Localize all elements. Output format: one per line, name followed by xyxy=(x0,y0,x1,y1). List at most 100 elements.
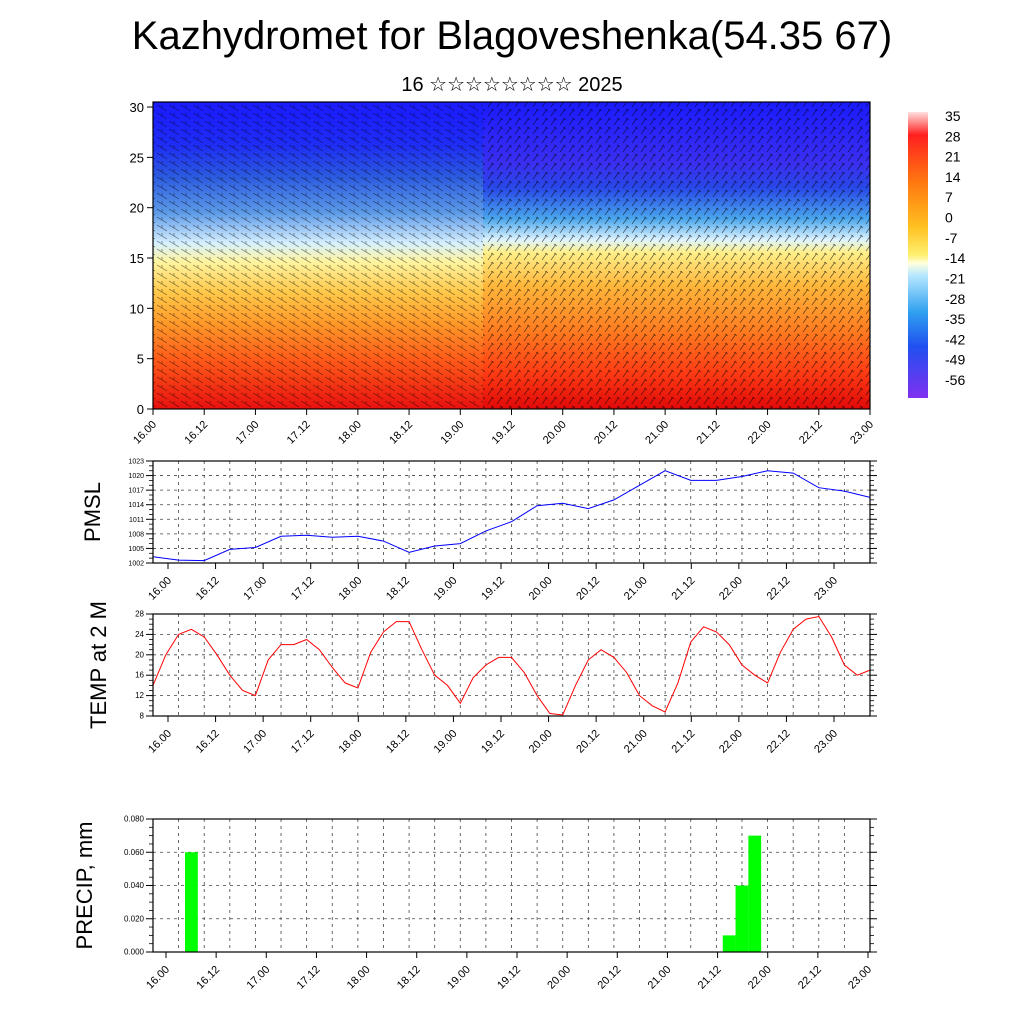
y-axis-label: TEMP at 2 M xyxy=(86,601,111,729)
colorbar xyxy=(908,112,928,398)
colorbar-label: -49 xyxy=(945,352,965,368)
heatmap-x-tick-label: 22.12 xyxy=(797,419,825,447)
x-tick-label: 23.00 xyxy=(846,964,874,992)
x-tick-label: 18.12 xyxy=(395,964,423,992)
x-tick-label: 20.12 xyxy=(574,728,602,756)
chart-title: Kazhydromet for Blagoveshenka(54.35 67) xyxy=(131,14,893,58)
x-tick-label: 21.00 xyxy=(646,964,674,992)
y-tick-label: 28 xyxy=(135,610,144,619)
colorbar-label: 7 xyxy=(945,189,953,205)
x-tick-label: 21.00 xyxy=(622,575,650,603)
y-tick-label: 0.000 xyxy=(124,948,145,957)
heatmap-x-tick-label: 16.12 xyxy=(182,419,210,447)
x-tick-label: 17.12 xyxy=(295,964,323,992)
panel-axes: 8 12 16 20 24 28 16.00 16.12 17.00 17.12 18.00 18.1… xyxy=(135,610,877,756)
x-tick-label: 18.12 xyxy=(384,575,412,603)
panel-grid xyxy=(152,460,871,564)
x-tick-label: 16.12 xyxy=(194,964,222,992)
pmsl-series xyxy=(152,470,871,562)
y-tick-label: 8 xyxy=(140,712,145,721)
x-tick-label: 21.12 xyxy=(696,964,724,992)
x-tick-label: 23.00 xyxy=(812,728,840,756)
temperature-heatmap xyxy=(153,102,870,409)
temp-panel: 8 12 16 20 24 28 16.00 16.12 17.00 17.12 18.00 18.1… xyxy=(86,601,877,756)
colorbar-label: 35 xyxy=(945,108,961,124)
x-tick-label: 21.12 xyxy=(669,728,697,756)
heatmap-x-tick-label: 18.00 xyxy=(336,419,364,447)
y-tick-label: 1011 xyxy=(129,517,144,524)
heatmap-x-tick-label: 16.00 xyxy=(131,419,159,447)
x-tick-label: 22.00 xyxy=(746,964,774,992)
x-tick-label: 22.00 xyxy=(717,575,745,603)
heatmap-y-tick-label: 15 xyxy=(130,251,144,266)
y-tick-label: 1008 xyxy=(128,531,144,538)
panel-axes: 0.000 0.020 0.040 0.060 0.080 16.00 16.12 17.00… xyxy=(124,815,877,992)
x-tick-label: 22.12 xyxy=(796,964,824,992)
x-tick-label: 16.12 xyxy=(194,728,222,756)
panel-axes: 1002 1005 1008 1011 1014 1017 1020 1023 16.00 16.… xyxy=(128,459,877,603)
heatmap-y-tick-label: 0 xyxy=(137,402,144,417)
colorbar-label: -28 xyxy=(945,291,965,307)
heatmap-y-axis: 0 5 10 15 20 25 30 xyxy=(130,100,153,417)
heatmap-x-tick-label: 17.00 xyxy=(234,419,262,447)
x-tick-label: 18.12 xyxy=(384,728,412,756)
y-tick-label: 1023 xyxy=(128,459,144,466)
heatmap-x-tick-label: 19.12 xyxy=(490,419,518,447)
x-tick-label: 22.12 xyxy=(765,575,793,603)
y-tick-label: 1014 xyxy=(128,502,144,509)
y-tick-label: 1020 xyxy=(128,473,144,480)
pmsl-panel: 1002 1005 1008 1011 1014 1017 1020 1023 16.00 16.… xyxy=(80,459,877,603)
y-tick-label: 1005 xyxy=(128,546,144,553)
heatmap-y-tick-label: 10 xyxy=(130,301,144,316)
y-tick-label: 0.020 xyxy=(124,914,145,923)
y-axis-label: PMSL xyxy=(80,482,105,542)
x-tick-label: 16.00 xyxy=(146,728,174,756)
x-tick-label: 19.00 xyxy=(432,575,460,603)
y-axis-label: PRECIP, mm xyxy=(72,822,97,950)
colorbar-label: 0 xyxy=(945,210,953,226)
x-tick-label: 18.00 xyxy=(345,964,373,992)
y-tick-label: 1017 xyxy=(128,488,144,495)
colorbar-label: 14 xyxy=(945,169,961,185)
y-tick-label: 0.040 xyxy=(124,881,145,890)
heatmap-x-tick-label: 20.00 xyxy=(541,419,569,447)
heatmap-x-tick-label: 21.12 xyxy=(695,419,723,447)
x-tick-label: 18.00 xyxy=(336,728,364,756)
heatmap-x-axis: 16.00 16.12 17.00 17.12 18.00 18.12 19.00 19.12… xyxy=(131,409,876,447)
x-tick-label: 20.00 xyxy=(527,575,555,603)
y-tick-label: 16 xyxy=(135,671,144,680)
y-tick-label: 1002 xyxy=(128,561,144,568)
x-tick-label: 17.00 xyxy=(244,964,272,992)
colorbar-label: 21 xyxy=(945,149,961,165)
x-tick-label: 17.00 xyxy=(241,575,269,603)
y-tick-label: 24 xyxy=(135,630,144,639)
x-tick-label: 16.00 xyxy=(146,575,174,603)
chart-subtitle: 16 ☆☆☆☆☆☆☆☆ 2025 xyxy=(401,74,623,96)
heatmap-x-tick-label: 21.00 xyxy=(643,419,671,447)
x-tick-label: 22.12 xyxy=(765,728,793,756)
heatmap-y-tick-label: 5 xyxy=(137,352,144,367)
heatmap-x-tick-label: 23.00 xyxy=(848,419,876,447)
x-tick-label: 19.00 xyxy=(445,964,473,992)
colorbar-label: -42 xyxy=(945,331,965,347)
x-tick-label: 21.00 xyxy=(622,728,650,756)
precip-bar xyxy=(735,885,749,952)
y-tick-label: 0.080 xyxy=(124,815,145,824)
x-tick-label: 16.12 xyxy=(194,575,222,603)
heatmap-x-tick-label: 22.00 xyxy=(746,419,774,447)
colorbar-label: -14 xyxy=(945,250,965,266)
x-tick-label: 20.12 xyxy=(574,575,602,603)
x-tick-label: 20.12 xyxy=(595,964,623,992)
heatmap-x-tick-label: 19.00 xyxy=(438,419,466,447)
heatmap-x-tick-label: 17.12 xyxy=(285,419,313,447)
colorbar-label: -56 xyxy=(945,372,965,388)
x-tick-label: 17.12 xyxy=(289,575,317,603)
panel-frame xyxy=(152,460,871,564)
precip-bar xyxy=(722,935,736,952)
x-tick-label: 19.12 xyxy=(479,728,507,756)
y-tick-label: 20 xyxy=(135,650,144,659)
precip-bar xyxy=(748,835,762,952)
colorbar-label: -35 xyxy=(945,311,965,327)
heatmap-x-tick-label: 20.12 xyxy=(592,419,620,447)
